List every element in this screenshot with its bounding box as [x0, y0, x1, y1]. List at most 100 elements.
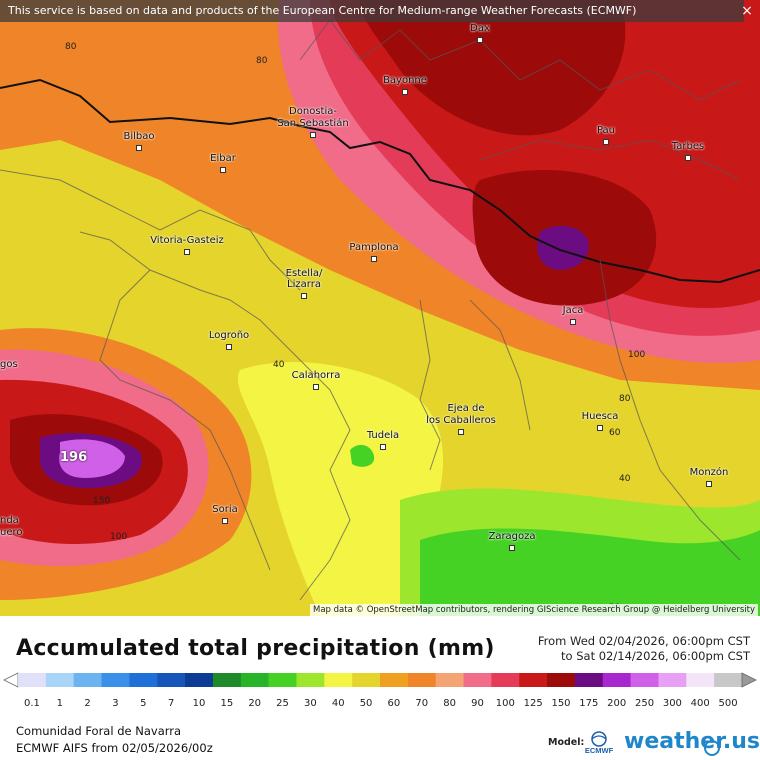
city-label: Dax	[470, 23, 490, 34]
legend-tick-label: 150	[551, 698, 571, 709]
legend-swatch	[185, 673, 214, 687]
city-marker-icon	[706, 481, 712, 487]
city-label: los Caballeros	[426, 415, 496, 426]
city-label: San Sebastián	[277, 118, 349, 129]
contour-value-label: 100	[110, 532, 128, 542]
city-label: Lizarra	[287, 279, 321, 290]
precip-band-40	[237, 361, 444, 616]
legend-tick-label: 2	[84, 698, 91, 709]
legend-swatch	[435, 673, 465, 687]
max-value-label: 196	[60, 450, 88, 465]
legend-swatch	[324, 673, 353, 687]
legend-tick-label: 80	[443, 698, 456, 709]
city-marker-icon	[458, 429, 464, 435]
legend-swatch	[658, 673, 687, 687]
city-label: Estella/	[285, 268, 323, 279]
city-label: nda	[0, 515, 19, 526]
banner-text: This service is based on data and produc…	[8, 4, 637, 17]
city-marker-icon	[222, 518, 228, 524]
ne-band-175	[537, 225, 589, 270]
city-label: Jaca	[562, 305, 584, 316]
legend-swatch	[407, 673, 437, 687]
legend-tick-label: 60	[387, 698, 401, 709]
city-marker-icon	[226, 344, 232, 350]
legend-tick-label: 300	[662, 698, 682, 709]
legend-tick-label: 40	[331, 698, 345, 709]
city-marker-icon	[136, 145, 142, 151]
city-marker-icon	[477, 37, 483, 43]
legend-tick-label: 5	[140, 698, 147, 709]
chart-title: Accumulated total precipitation (mm)	[16, 636, 495, 661]
date-from: From Wed 02/04/2026, 06:00pm CST	[537, 634, 750, 648]
precipitation-map[interactable]: This service is based on data and produc…	[0, 0, 760, 616]
precip-spot-25	[350, 444, 375, 467]
city-label: Eibar	[210, 153, 236, 164]
contour-value-label: 150	[93, 496, 111, 506]
city-marker-icon	[603, 139, 609, 145]
city-label: Huesca	[581, 411, 619, 422]
legend-swatch	[519, 673, 548, 687]
legend-tick-label: 20	[248, 698, 262, 709]
city-marker-icon	[310, 132, 316, 138]
legend-tick-label: 125	[523, 698, 543, 709]
legend-swatch	[352, 673, 381, 687]
ecmwf-logo-text: ECMWF	[585, 746, 614, 755]
city-label: Zaragoza	[488, 531, 536, 542]
map-attribution[interactable]: Map data © OpenStreetMap contributors, r…	[310, 604, 758, 616]
contour-value-label: 100	[628, 350, 646, 360]
city-marker-icon	[685, 155, 691, 161]
city-marker-icon	[301, 293, 307, 299]
city-label: Bilbao	[123, 131, 155, 142]
legend-swatch	[45, 673, 75, 687]
legend-swatch	[602, 673, 632, 687]
city-label: Soria	[212, 504, 238, 515]
legend-swatch	[212, 673, 242, 687]
west-band-250	[59, 439, 125, 478]
legend-tick-label: 500	[718, 698, 738, 709]
city-marker-icon	[597, 425, 603, 431]
map-canvas	[0, 0, 760, 616]
city-marker-icon	[371, 256, 377, 262]
contour-value-label: 80	[256, 56, 268, 66]
city-label: Pamplona	[349, 242, 399, 253]
globe-icon	[704, 740, 720, 756]
model-run-info: ECMWF AIFS from 02/05/2026/00z	[16, 741, 213, 755]
legend-tick-label: 50	[359, 698, 373, 709]
admin-borders	[0, 19, 741, 601]
legend-swatch	[73, 673, 103, 687]
legend-tick-label: 100	[495, 698, 515, 709]
legend-arrow-left-icon	[3, 672, 19, 688]
region-name: Comunidad Foral de Navarra	[16, 724, 182, 738]
legend-swatch	[714, 673, 743, 687]
city-marker-icon	[380, 444, 386, 450]
contour-value-label: 40	[619, 474, 631, 484]
city-label: Ejea de	[447, 403, 485, 414]
legend-swatch	[574, 673, 604, 687]
legend-swatch	[129, 673, 158, 687]
banner-close-button[interactable]: ×	[741, 3, 753, 19]
legend-tick-label: 90	[471, 698, 484, 709]
legend-swatch	[463, 673, 492, 687]
contour-value-label: 80	[65, 42, 77, 52]
legend-tick-label: 0.1	[23, 698, 40, 709]
precip-band-25	[420, 528, 760, 616]
city-label: gos	[0, 359, 18, 370]
legend-swatch	[240, 673, 270, 687]
legend-swatch	[296, 673, 325, 687]
city-marker-icon	[184, 249, 190, 255]
city-marker-icon	[313, 384, 319, 390]
legend-arrow-right-icon	[741, 672, 757, 688]
weather-us-logo[interactable]: weather.us	[624, 729, 760, 754]
legend-tick-label: 400	[690, 698, 710, 709]
legend-tick-label: 1	[56, 698, 63, 709]
legend-swatch	[547, 673, 576, 687]
city-label: Bayonne	[383, 75, 427, 86]
legend-svg	[3, 672, 757, 688]
city-label: Calahorra	[291, 370, 341, 381]
city-label: Tarbes	[671, 141, 705, 152]
legend-tick-label: 175	[579, 698, 599, 709]
legend-tick-label: 7	[167, 698, 175, 709]
legend-swatch	[630, 673, 659, 687]
ecmwf-banner: This service is based on data and produc…	[0, 0, 744, 22]
city-label: Monzón	[689, 467, 729, 478]
